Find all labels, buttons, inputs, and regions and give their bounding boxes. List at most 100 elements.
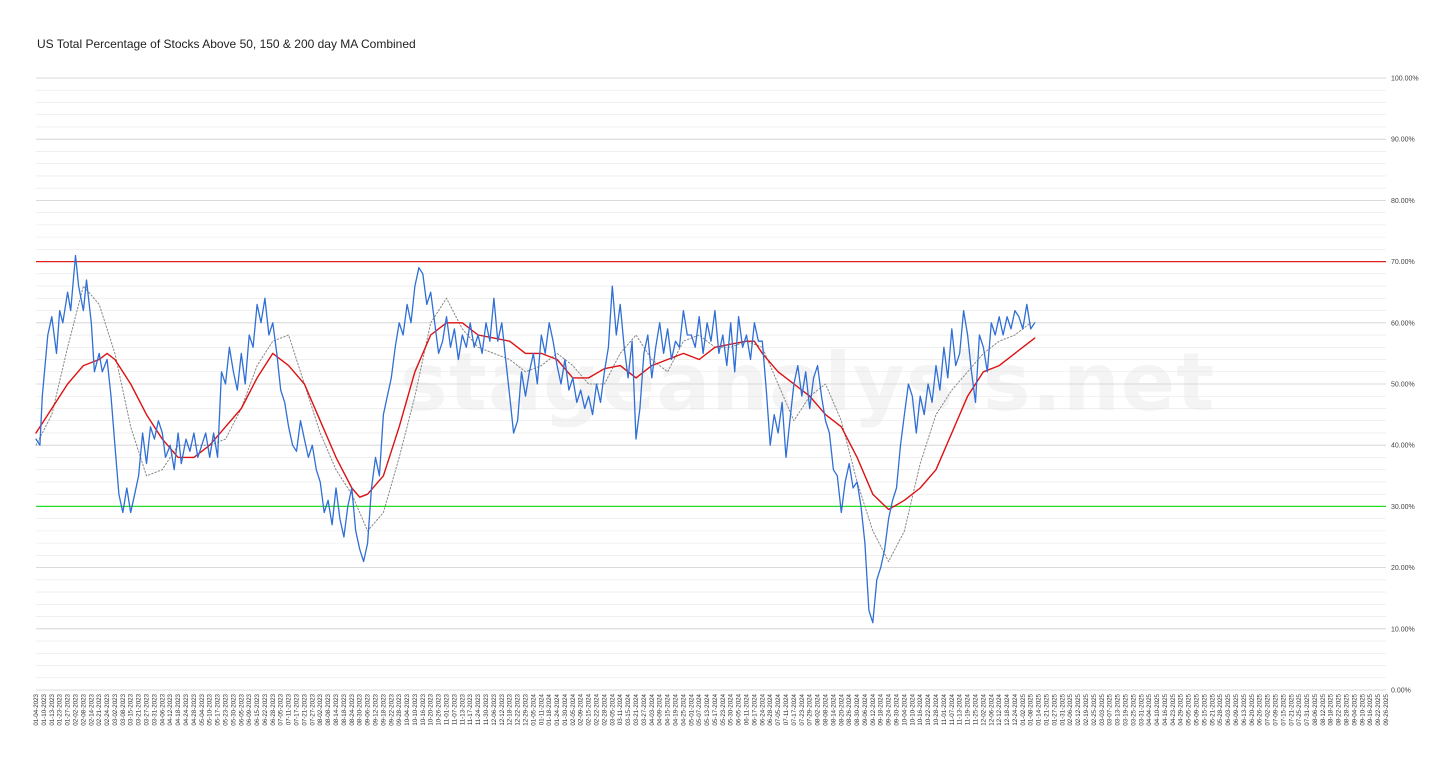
x-tick-label: 01-14-2025 <box>1036 693 1043 725</box>
x-tick-label: 04-03-2024 <box>649 693 656 725</box>
x-tick-label: 04-06-2023 <box>159 693 166 725</box>
x-tick-label: 06-20-2025 <box>1249 693 1256 725</box>
x-tick-label: 02-21-2023 <box>96 693 103 725</box>
x-tick-label: 03-21-2023 <box>136 693 143 725</box>
x-tick-label: 10-10-2023 <box>412 693 419 725</box>
x-tick-label: 11-07-2024 <box>949 693 956 725</box>
x-tick-label: 06-28-2023 <box>270 693 277 725</box>
x-tick-label: 01-24-2024 <box>554 693 561 725</box>
x-tick-label: 10-22-2024 <box>925 693 932 725</box>
x-tick-label: 08-14-2023 <box>333 693 340 725</box>
series-line-0 <box>35 254 1036 624</box>
x-tick-label: 04-10-2025 <box>1154 693 1161 725</box>
x-tick-label: 11-13-2024 <box>957 693 964 725</box>
x-tick-label: 08-22-2025 <box>1336 693 1343 725</box>
y-axis-ticks: 0.00% 10.00% 20.00% 30.00% 40.00% 50.00% 60.00… <box>1391 76 1419 695</box>
x-tick-label: 04-19-2024 <box>673 693 680 725</box>
x-tick-label: 09-12-2024 <box>870 693 877 725</box>
y-tick-label: 30.00% <box>1391 504 1415 511</box>
x-tick-label: 05-28-2025 <box>1217 693 1224 725</box>
x-tick-label: 07-11-2023 <box>286 693 293 725</box>
x-tick-label: 04-09-2024 <box>657 693 664 725</box>
x-tick-label: 07-15-2025 <box>1280 693 1287 725</box>
reference-lines <box>36 260 1386 508</box>
x-tick-label: 08-12-2025 <box>1320 693 1327 725</box>
x-tick-label: 04-12-2023 <box>167 693 174 725</box>
x-tick-label: 11-01-2023 <box>444 693 451 725</box>
x-tick-label: 07-27-2023 <box>309 693 316 725</box>
x-tick-label: 06-03-2025 <box>1225 693 1232 725</box>
x-tick-label: 06-13-2025 <box>1241 693 1248 725</box>
y-tick-label: 90.00% <box>1391 137 1415 144</box>
x-tick-label: 02-06-2025 <box>1067 693 1074 725</box>
x-tick-label: 09-24-2024 <box>886 693 893 725</box>
x-tick-label: 05-17-2023 <box>215 693 222 725</box>
x-tick-label: 06-05-2023 <box>238 693 245 725</box>
x-tick-label: 05-30-2024 <box>728 693 735 725</box>
x-tick-label: 05-30-2023 <box>230 693 237 725</box>
y-tick-label: 20.00% <box>1391 565 1415 572</box>
x-tick-label: 02-24-2023 <box>104 693 111 725</box>
x-tick-label: 05-01-2024 <box>688 693 695 725</box>
x-tick-label: 03-21-2024 <box>633 693 640 725</box>
x-tick-label: 03-15-2024 <box>625 693 632 725</box>
x-tick-label: 07-17-2023 <box>294 693 301 725</box>
x-tick-label: 08-30-2024 <box>854 693 861 725</box>
x-tick-label: 08-20-2024 <box>838 693 845 725</box>
x-tick-label: 01-05-2024 <box>530 693 537 725</box>
series-line-2 <box>35 322 1036 511</box>
x-tick-label: 01-31-2025 <box>1059 693 1066 725</box>
x-tick-label: 06-15-2023 <box>254 693 261 725</box>
x-tick-label: 04-25-2024 <box>680 693 687 725</box>
y-tick-label: 0.00% <box>1391 688 1411 695</box>
x-tick-label: 10-10-2024 <box>909 693 916 725</box>
x-tick-label: 12-24-2024 <box>1012 693 1019 725</box>
x-tick-label: 12-22-2023 <box>515 693 522 725</box>
x-tick-label: 02-22-2024 <box>594 693 601 725</box>
x-tick-label: 08-02-2023 <box>317 693 324 725</box>
x-tick-label: 06-11-2024 <box>744 693 751 725</box>
x-tick-label: 03-27-2023 <box>144 693 151 725</box>
x-tick-label: 05-05-2025 <box>1186 693 1193 725</box>
x-tick-label: 03-13-2025 <box>1115 693 1122 725</box>
y-tick-label: 70.00% <box>1391 259 1415 266</box>
x-tick-label: 07-21-2023 <box>301 693 308 725</box>
x-tick-label: 03-31-2025 <box>1138 693 1145 725</box>
x-tick-label: 11-13-2023 <box>459 693 466 725</box>
x-tick-label: 08-06-2025 <box>1312 693 1319 725</box>
x-tick-label: 06-24-2024 <box>759 693 766 725</box>
x-tick-label: 03-25-2025 <box>1130 693 1137 725</box>
y-tick-label: 100.00% <box>1391 76 1419 83</box>
x-tick-label: 07-31-2025 <box>1304 693 1311 725</box>
x-tick-label: 02-09-2024 <box>578 693 585 725</box>
x-tick-label: 02-14-2023 <box>88 693 95 725</box>
x-tick-label: 09-16-2025 <box>1367 693 1374 725</box>
x-tick-label: 01-10-2023 <box>41 693 48 725</box>
x-tick-label: 04-24-2023 <box>183 693 190 725</box>
x-tick-label: 03-02-2023 <box>112 693 119 725</box>
x-tick-label: 06-05-2024 <box>736 693 743 725</box>
x-tick-label: 03-07-2025 <box>1107 693 1114 725</box>
x-tick-label: 04-04-2025 <box>1146 693 1153 725</box>
x-tick-label: 03-27-2024 <box>641 693 648 725</box>
x-tick-label: 10-28-2024 <box>933 693 940 725</box>
chart-title: US Total Percentage of Stocks Above 50, … <box>37 37 416 51</box>
x-tick-label: 05-21-2025 <box>1209 693 1216 725</box>
x-tick-label: 11-01-2024 <box>941 693 948 725</box>
x-tick-label: 01-08-2025 <box>1028 693 1035 725</box>
x-tick-label: 03-08-2023 <box>120 693 127 725</box>
x-tick-label: 01-13-2023 <box>49 693 56 725</box>
x-tick-label: 03-03-2025 <box>1099 693 1106 725</box>
x-tick-label: 05-13-2024 <box>704 693 711 725</box>
x-tick-label: 09-22-2025 <box>1375 693 1382 725</box>
x-tick-label: 07-05-2023 <box>278 693 285 725</box>
x-tick-label: 03-15-2023 <box>128 693 135 725</box>
x-tick-label: 12-12-2024 <box>996 693 1003 725</box>
x-tick-label: 12-18-2023 <box>507 693 514 725</box>
x-tick-label: 08-02-2024 <box>815 693 822 725</box>
x-tick-label: 06-26-2025 <box>1257 693 1264 725</box>
x-tick-label: 06-17-2024 <box>751 693 758 725</box>
x-tick-label: 01-30-2024 <box>562 693 569 725</box>
x-tick-label: 05-09-2025 <box>1194 693 1201 725</box>
x-tick-label: 08-28-2025 <box>1344 693 1351 725</box>
